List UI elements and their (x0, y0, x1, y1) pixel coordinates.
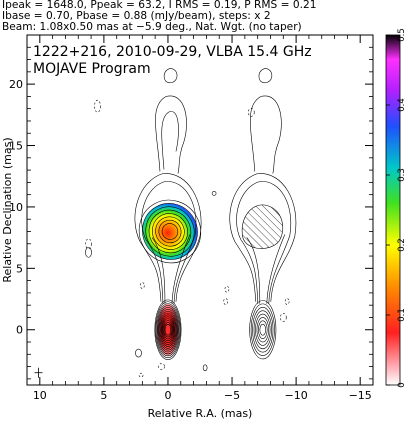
negative-contour (279, 313, 287, 322)
x-tick-label: −5 (224, 389, 240, 402)
core-contour (162, 318, 174, 342)
inset-title: 1222+216, 2010-09-29, VLBA 15.4 GHz (33, 44, 312, 60)
negative-contour (158, 363, 165, 370)
jet-contour (151, 234, 191, 304)
negative-contour (138, 372, 144, 378)
x-tick-label: −15 (349, 389, 372, 402)
pol-core-contour (250, 303, 275, 356)
core-contour (160, 314, 176, 345)
pol-core-contour (258, 320, 268, 339)
stokes-i-contours (85, 68, 217, 372)
y-tick-label: 15 (9, 140, 23, 153)
core-contour (163, 322, 172, 338)
pol-jet-contour (246, 234, 286, 304)
core-contour (156, 305, 180, 355)
jet-contour (134, 173, 202, 302)
inset-subtitle: MOJAVE Program (33, 61, 151, 77)
small-contour (202, 364, 208, 372)
pol-core-contour (256, 317, 269, 343)
plot-frame (26, 34, 374, 386)
pol-jet-contour (236, 181, 292, 304)
y-axis-label: Relative Declination (mas) (1, 137, 14, 282)
negative-contour (247, 108, 255, 117)
lobe-contour (163, 68, 178, 84)
core-contour (156, 303, 180, 357)
negative-contour (140, 282, 145, 289)
colorbar (385, 34, 401, 386)
pol-core-contour (252, 306, 274, 353)
pol-lobe-contour (249, 95, 282, 174)
y-tick-label: 0 (16, 324, 23, 337)
small-contour (135, 348, 142, 358)
knot-contour (158, 219, 182, 244)
pol-jet-contour (229, 173, 297, 302)
header-line-2: Ibase = 0.70, Pbase = 0.88 (mJy/beam), s… (2, 10, 271, 22)
colorbar-axis: 0 0.1 0.2 0.3 0.4 0.5 (386, 28, 407, 388)
lobe-contour (155, 95, 187, 174)
negative-contour (94, 99, 101, 113)
pol-knot-hatch (241, 204, 284, 249)
x-tick-label: 5 (100, 389, 107, 402)
plot-area (34, 68, 297, 378)
knot-contour (148, 209, 192, 254)
core-contour (155, 301, 181, 359)
pol-lobe-contour (258, 68, 273, 84)
colorbar-tick-label: 0.5 (397, 28, 407, 42)
small-contour (85, 247, 92, 258)
core-contour (160, 312, 176, 347)
jet-contour (141, 181, 197, 304)
negative-contour (223, 298, 228, 305)
lobe-contour (161, 111, 179, 170)
colorbar-tick-label: 0.3 (397, 168, 407, 182)
knot-contour (142, 203, 198, 260)
header-line-1: Ipeak = 1648.0, Ppeak = 63.2, I RMS = 0.… (2, 0, 317, 11)
core-contour (164, 323, 172, 336)
polarized-intensity-image (142, 203, 198, 356)
pol-core-contour (259, 323, 267, 336)
x-tick-label: −10 (285, 389, 308, 402)
core-contour (163, 320, 173, 340)
y-tick-label: 5 (16, 262, 23, 275)
y-axis: 0 5 10 15 20 (9, 34, 373, 380)
beam-marker (34, 367, 43, 378)
header-line-3: Beam: 1.08x0.50 mas at −5.9 deg., Nat. W… (2, 21, 302, 33)
core-contour (159, 310, 177, 349)
x-tick-label: 10 (33, 389, 47, 402)
knot-contour (155, 216, 185, 247)
core-contour (161, 316, 175, 344)
core-contour (157, 307, 179, 353)
x-axis-label: Relative R.A. (mas) (148, 407, 253, 420)
negative-contours (85, 99, 290, 378)
y-tick-label: 10 (9, 201, 23, 214)
pol-core-contour (255, 313, 271, 346)
colorbar-tick-label: 0.1 (397, 308, 407, 322)
core-contour (158, 308, 178, 351)
pol-core-contour (249, 300, 277, 360)
negative-contour (85, 238, 92, 250)
colorbar-tick-label: 0 (397, 382, 407, 387)
knot-contour (161, 223, 179, 240)
x-axis: 10 5 0 −5 −10 −15 (26, 35, 374, 402)
y-tick-label: 20 (9, 78, 23, 91)
negative-contour (284, 298, 290, 305)
polarization-contours (229, 68, 297, 360)
core-colour (157, 303, 179, 356)
small-contour (211, 191, 217, 196)
colorbar-tick-label: 0.4 (397, 98, 407, 112)
knot-contour (151, 213, 188, 250)
knot-contour (145, 206, 195, 257)
pol-core-contour (253, 310, 272, 350)
colorbar-tick-label: 0.2 (397, 238, 407, 252)
negative-contour (224, 285, 230, 293)
x-tick-label: 0 (164, 389, 171, 402)
knot-colour (142, 203, 198, 260)
core-contour (154, 299, 182, 360)
